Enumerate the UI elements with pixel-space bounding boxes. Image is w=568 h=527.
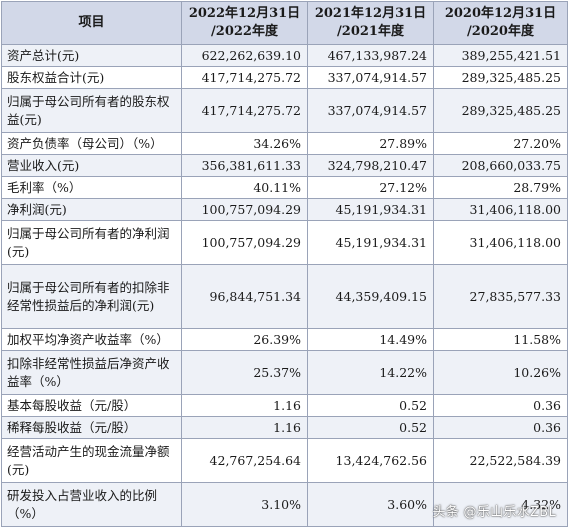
cell-2020: 11.58% (433, 328, 568, 351)
cell-2021: 45,191,934.31 (307, 220, 434, 265)
header-2022-date: 2022年12月31日 (188, 6, 301, 21)
cell-2021: 13,424,762.56 (307, 438, 434, 483)
row-label: 营业收入(元) (1, 154, 182, 177)
header-item: 项目 (1, 1, 182, 45)
cell-2020: 27,835,577.33 (433, 264, 568, 329)
header-2020-date: 2020年12月31日 (444, 6, 557, 21)
row-label: 研发投入占营业收入的比例（%） (1, 482, 182, 527)
cell-2021: 45,191,934.31 (307, 198, 434, 221)
cell-2020: 22,522,584.39 (433, 438, 568, 483)
cell-2021: 3.60% (307, 482, 434, 527)
cell-2022: 100,757,094.29 (181, 220, 308, 265)
cell-2021: 337,074,914.57 (307, 88, 434, 133)
cell-2022: 42,767,254.64 (181, 438, 308, 483)
cell-2022: 417,714,275.72 (181, 66, 308, 89)
cell-2021: 27.12% (307, 176, 434, 199)
header-2021: 2021年12月31日 /2021年度 (307, 1, 434, 45)
table-row: 稀释每股收益（元/股） 1.16 0.52 0.36 (1, 416, 568, 439)
cell-2022: 417,714,275.72 (181, 88, 308, 133)
cell-2022: 26.39% (181, 328, 308, 351)
table-row: 资产负债率（母公司）（%） 34.26% 27.89% 27.20% (1, 132, 568, 155)
cell-2021: 14.49% (307, 328, 434, 351)
table-row: 基本每股收益（元/股） 1.16 0.52 0.36 (1, 394, 568, 417)
cell-2022: 1.16 (181, 394, 308, 417)
cell-2020: 0.36 (433, 416, 568, 439)
cell-2022: 40.11% (181, 176, 308, 199)
cell-2022: 3.10% (181, 482, 308, 527)
row-label: 毛利率（%） (1, 176, 182, 199)
table-row: 经营活动产生的现金流量净额(元) 42,767,254.64 13,424,76… (1, 438, 568, 483)
row-label: 经营活动产生的现金流量净额(元) (1, 438, 182, 483)
cell-2022: 100,757,094.29 (181, 198, 308, 221)
cell-2022: 622,262,639.10 (181, 44, 308, 67)
cell-2020: 27.20% (433, 132, 568, 155)
cell-2021: 0.52 (307, 416, 434, 439)
row-label: 股东权益合计(元) (1, 66, 182, 89)
cell-2021: 467,133,987.24 (307, 44, 434, 67)
cell-2022: 34.26% (181, 132, 308, 155)
header-2021-date: 2021年12月31日 (314, 6, 427, 21)
row-label: 扣除非经常性损益后净资产收益率（%） (1, 350, 182, 395)
table-row: 加权平均净资产收益率（%） 26.39% 14.49% 11.58% (1, 328, 568, 351)
row-label: 基本每股收益（元/股） (1, 394, 182, 417)
table-row: 净利润(元) 100,757,094.29 45,191,934.31 31,4… (1, 198, 568, 221)
cell-2020: 10.26% (433, 350, 568, 395)
table-row: 归属于母公司所有者的净利润(元) 100,757,094.29 45,191,9… (1, 220, 568, 265)
cell-2020: 31,406,118.00 (433, 220, 568, 265)
row-label: 资产总计(元) (1, 44, 182, 67)
watermark: 头条 @乐山乐水ZBL (432, 505, 556, 520)
cell-2020: 389,255,421.51 (433, 44, 568, 67)
table-row: 研发投入占营业收入的比例（%） 3.10% 3.60% 4.32% (1, 482, 568, 527)
row-label: 净利润(元) (1, 198, 182, 221)
table-header-row: 项目 2022年12月31日 /2022年度 2021年12月31日 /2021… (1, 1, 568, 45)
cell-2022: 96,844,751.34 (181, 264, 308, 329)
table-row: 股东权益合计(元) 417,714,275.72 337,074,914.57 … (1, 66, 568, 89)
header-2022-year: /2022年度 (211, 24, 278, 39)
header-2021-year: /2021年度 (337, 24, 404, 39)
table-row: 归属于母公司所有者的扣除非经常性损益后的净利润(元) 96,844,751.34… (1, 264, 568, 329)
cell-2021: 324,798,210.47 (307, 154, 434, 177)
cell-2021: 27.89% (307, 132, 434, 155)
cell-2021: 337,074,914.57 (307, 66, 434, 89)
cell-2022: 1.16 (181, 416, 308, 439)
table-row: 扣除非经常性损益后净资产收益率（%） 25.37% 14.22% 10.26% (1, 350, 568, 395)
row-label: 稀释每股收益（元/股） (1, 416, 182, 439)
cell-2020: 208,660,033.75 (433, 154, 568, 177)
cell-2020: 289,325,485.25 (433, 88, 568, 133)
cell-2020: 0.36 (433, 394, 568, 417)
cell-2020: 289,325,485.25 (433, 66, 568, 89)
table-row: 归属于母公司所有者的股东权益(元) 417,714,275.72 337,074… (1, 88, 568, 133)
row-label: 加权平均净资产收益率（%） (1, 328, 182, 351)
header-2022: 2022年12月31日 /2022年度 (181, 1, 308, 45)
row-label: 归属于母公司所有者的股东权益(元) (1, 88, 182, 133)
cell-2021: 14.22% (307, 350, 434, 395)
cell-2021: 44,359,409.15 (307, 264, 434, 329)
row-label: 归属于母公司所有者的扣除非经常性损益后的净利润(元) (1, 264, 182, 329)
cell-2020: 4.32% (433, 482, 568, 527)
row-label: 归属于母公司所有者的净利润(元) (1, 220, 182, 265)
cell-2020: 31,406,118.00 (433, 198, 568, 221)
table-row: 资产总计(元) 622,262,639.10 467,133,987.24 38… (1, 44, 568, 67)
cell-2022: 25.37% (181, 350, 308, 395)
row-label: 资产负债率（母公司）（%） (1, 132, 182, 155)
cell-2021: 0.52 (307, 394, 434, 417)
table-row: 毛利率（%） 40.11% 27.12% 28.79% (1, 176, 568, 199)
header-2020: 2020年12月31日 /2020年度 (433, 1, 568, 45)
cell-2022: 356,381,611.33 (181, 154, 308, 177)
cell-2020: 28.79% (433, 176, 568, 199)
table-row: 营业收入(元) 356,381,611.33 324,798,210.47 20… (1, 154, 568, 177)
header-2020-year: /2020年度 (467, 24, 534, 39)
